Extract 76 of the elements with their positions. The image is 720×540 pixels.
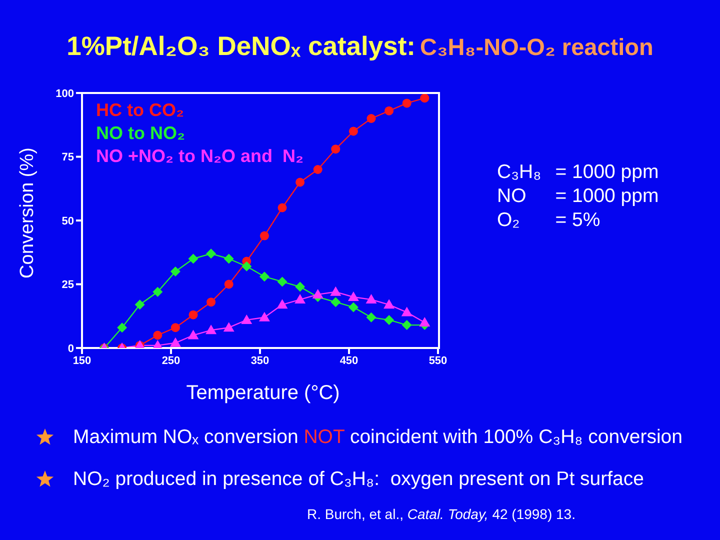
point — [330, 286, 342, 296]
point — [384, 299, 395, 309]
point — [366, 294, 377, 304]
point — [152, 286, 163, 297]
text: O₂ — [497, 208, 521, 232]
point — [258, 312, 270, 322]
x-axis-title: Temperature (°C) — [185, 382, 341, 405]
y-tick-label: 50 — [62, 215, 74, 228]
point — [277, 276, 288, 287]
point — [260, 231, 269, 240]
point — [366, 312, 376, 322]
x-tick-label: 250 — [162, 354, 180, 367]
text: Maximum NOₓ conversion — [73, 426, 298, 448]
point — [384, 314, 394, 325]
point — [331, 144, 340, 154]
text: NO +NO₂ to N₂O and N₂ — [96, 145, 304, 168]
point — [312, 288, 324, 298]
text: Catal. Today, — [407, 506, 488, 522]
point — [241, 314, 252, 324]
y-tick-label: 0 — [68, 342, 74, 355]
point — [402, 98, 412, 108]
text: coincident with 100% C₃H₈ conversion — [350, 426, 682, 448]
point — [117, 322, 128, 333]
text: NOT — [304, 426, 345, 448]
text: C₃H₈-NO-O₂ reaction — [420, 34, 654, 60]
point — [276, 299, 288, 309]
point — [206, 248, 216, 259]
point — [153, 330, 162, 340]
point — [206, 324, 217, 334]
text: C₃H₈ — [497, 160, 542, 184]
point — [313, 165, 322, 174]
point — [188, 310, 198, 320]
point — [348, 292, 359, 301]
text: 42 (1998) 13. — [492, 506, 576, 522]
text: NO to NO₂ — [96, 122, 186, 145]
point — [348, 126, 358, 136]
point — [330, 297, 341, 308]
point — [278, 203, 287, 212]
point — [420, 94, 430, 103]
point — [188, 254, 198, 264]
point — [223, 322, 234, 332]
text: = 1000 ppm — [555, 160, 659, 184]
point — [384, 106, 394, 116]
text: = 1000 ppm — [555, 184, 659, 208]
y-axis-title: Conversion (%) — [17, 148, 39, 278]
point — [170, 266, 180, 276]
point — [242, 261, 252, 272]
y-tick-label: 25 — [62, 279, 74, 292]
text: = 5% — [555, 208, 602, 232]
x-tick-label: 150 — [72, 354, 92, 367]
point — [224, 254, 234, 264]
text: HC to CO₂ — [96, 99, 185, 122]
point — [295, 282, 306, 292]
chart-title: 1%Pt/Al₂O₃ DeNOₓ catalyst: — [66, 31, 416, 61]
point — [348, 302, 358, 312]
point — [401, 306, 412, 316]
point — [296, 178, 305, 187]
point — [170, 337, 181, 347]
x-tick-label: 350 — [250, 354, 270, 367]
point — [366, 114, 376, 123]
y-tick-label: 100 — [56, 88, 74, 100]
x-tick-label: 450 — [340, 354, 358, 367]
point — [224, 280, 234, 289]
text: NO₂ produced in presence of C₃H₈: oxygen present on Pt surface — [73, 468, 644, 490]
point — [419, 317, 430, 326]
point — [134, 300, 145, 310]
point — [188, 330, 199, 340]
point — [206, 298, 216, 307]
text: R. Burch, et al., — [307, 506, 404, 522]
y-tick-label: 75 — [62, 152, 74, 164]
point — [259, 272, 270, 282]
point — [402, 320, 412, 330]
text: NO — [497, 184, 528, 208]
x-tick-label: 550 — [428, 354, 448, 367]
point — [294, 294, 306, 304]
point — [170, 323, 180, 332]
